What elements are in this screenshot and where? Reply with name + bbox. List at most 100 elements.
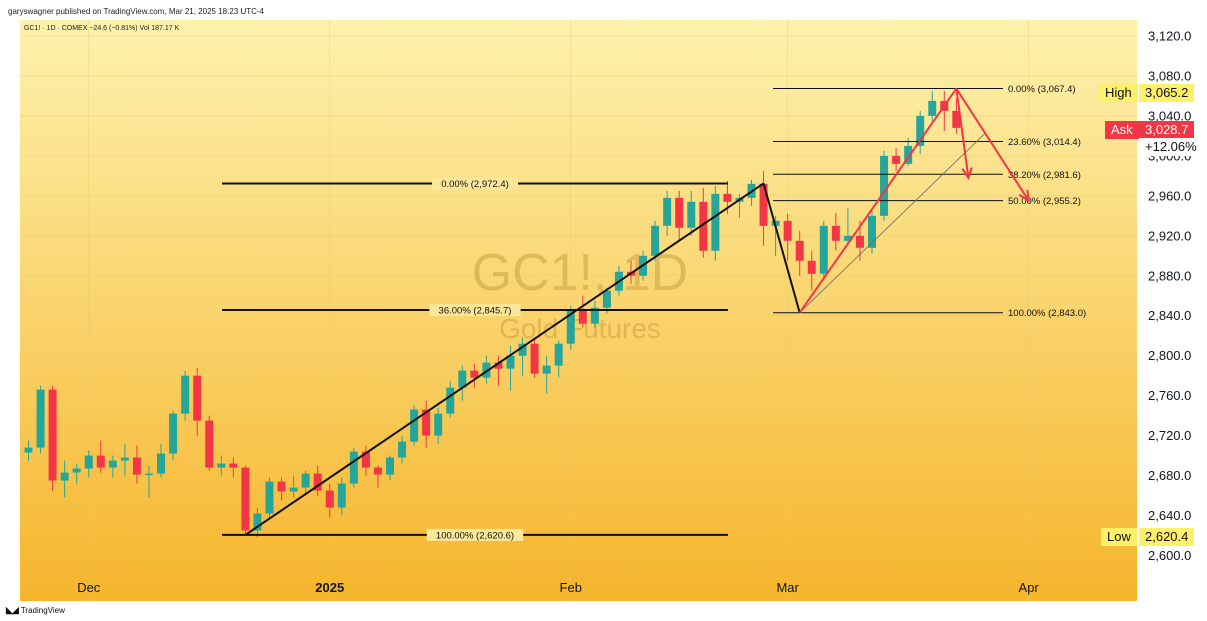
trend-lines[interactable]	[244, 87, 1030, 536]
price-tick-label: 2,680.0	[1148, 468, 1191, 483]
candle-body	[84, 455, 93, 469]
candle-body	[132, 457, 141, 475]
candle-body	[518, 343, 527, 356]
ask-tag-change: +12.06%	[1139, 138, 1203, 156]
fib-right-label: 50.00% (2,955.2)	[1008, 196, 1081, 207]
candle-body	[108, 460, 117, 468]
time-tick-label: Feb	[560, 580, 582, 595]
candle-body	[48, 389, 57, 481]
candle-body	[301, 473, 310, 488]
candle-body	[542, 365, 551, 374]
candle-body	[578, 309, 587, 324]
candle-body	[325, 490, 334, 508]
candle-body	[699, 201, 708, 251]
candle-body	[120, 457, 129, 461]
candle-body	[386, 457, 394, 475]
time-axis-bg	[0, 601, 1207, 621]
fib-right-label: 23.60% (3,014.4)	[1008, 137, 1081, 148]
candle-body	[602, 290, 611, 308]
candle-body	[759, 183, 768, 226]
candle-body	[868, 215, 876, 248]
candle-body	[482, 362, 491, 378]
candle-body	[181, 375, 190, 414]
candle-body	[253, 513, 262, 531]
candle-body	[566, 309, 575, 344]
trend-line	[762, 183, 801, 313]
fib-left-label-bg	[432, 177, 518, 190]
candle-body	[819, 225, 828, 274]
candle-body	[506, 355, 515, 369]
time-tick-label: Dec	[77, 580, 101, 595]
candle-body	[157, 453, 166, 474]
price-tick-label: 2,640.0	[1148, 508, 1191, 523]
trend-line	[955, 88, 1030, 202]
candle-body	[446, 387, 455, 414]
candle-body	[663, 197, 672, 226]
price-tick-label: 2,840.0	[1148, 308, 1191, 323]
candle-body	[928, 100, 937, 116]
trend-arrowhead	[1018, 189, 1030, 203]
candle-body	[24, 447, 33, 453]
candle-body	[434, 413, 443, 436]
price-tick-label: 2,760.0	[1148, 388, 1191, 403]
candle-body	[289, 487, 298, 492]
price-tick-label: 3,040.0	[1148, 108, 1191, 123]
fib-left-label: 0.00% (2,972.4)	[441, 179, 509, 190]
high-tag-value: 3,065.2	[1139, 84, 1195, 102]
candle-body	[349, 451, 358, 484]
price-tick-label: 2,720.0	[1148, 428, 1191, 443]
low-tag-value: 2,620.4	[1139, 528, 1195, 546]
candle-body	[904, 145, 913, 164]
fib-left-label-bg	[429, 304, 521, 317]
trend-line	[955, 88, 970, 178]
candle-body	[675, 197, 684, 228]
candlestick-series	[24, 90, 961, 538]
price-tick-label: 2,920.0	[1148, 228, 1191, 243]
candle-body	[711, 193, 720, 251]
candle-body	[843, 235, 852, 241]
candle-body	[494, 362, 503, 369]
time-tick-label: Apr	[1019, 580, 1040, 595]
candle-body	[783, 220, 792, 241]
footer: ◣◢ TradingView	[6, 605, 65, 616]
candle-body	[410, 409, 419, 442]
candle-body	[373, 467, 382, 475]
fibonacci-retracements[interactable]: 0.00% (2,972.4) 36.00% (2,845.7) 100.00% (…	[222, 84, 1086, 541]
candle-body	[795, 240, 804, 261]
candle-body	[265, 481, 274, 514]
ticker-info: GC1! · 1D · COMEX −24.6 (−0.81%) Vol 187…	[24, 25, 180, 32]
candle-body	[530, 343, 539, 374]
price-tick-label: 2,880.0	[1148, 268, 1191, 283]
fib-left-label: 36.00% (2,845.7)	[439, 306, 512, 317]
watermark: GC1!, 1D Gold Futures	[472, 244, 689, 344]
candle-body	[96, 455, 105, 468]
grid-lines	[20, 20, 1137, 601]
candle-body	[892, 155, 901, 164]
ask-tag-value: 3,028.7	[1139, 121, 1195, 139]
price-axis[interactable]: 3,120.03,080.03,040.03,000.02,960.02,920…	[1137, 0, 1207, 621]
candle-body	[651, 225, 660, 256]
candle-body	[398, 441, 407, 458]
candle-body	[470, 370, 479, 378]
time-tick-label: Mar	[776, 580, 799, 595]
footer-brand: TradingView	[20, 606, 65, 615]
candle-body	[72, 468, 81, 473]
price-tick-label: 2,800.0	[1148, 348, 1191, 363]
candle-body	[145, 473, 153, 476]
low-tag-label: Low	[1101, 528, 1137, 546]
candle-body	[458, 370, 467, 388]
candle-body	[687, 201, 696, 228]
time-tick-label: 2025	[315, 580, 344, 595]
price-tick-label: 2,960.0	[1148, 188, 1191, 203]
ask-tag-label: Ask	[1105, 121, 1139, 139]
candle-body	[241, 467, 250, 531]
candle-body	[880, 155, 889, 216]
candle-body	[422, 409, 431, 436]
candle-body	[337, 483, 346, 508]
trend-arrowhead	[961, 167, 973, 181]
time-axis[interactable]: Dec 2025 Feb Mar Apr	[0, 566, 1207, 621]
fib-left-label: 100.00% (2,620.6)	[436, 530, 514, 541]
candle-body	[916, 115, 925, 146]
